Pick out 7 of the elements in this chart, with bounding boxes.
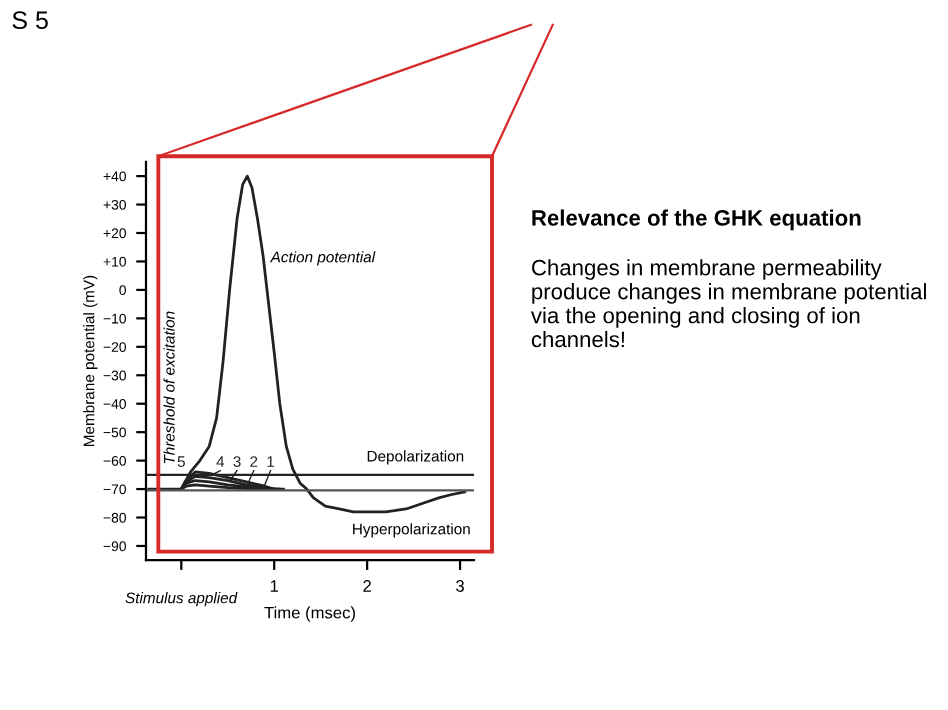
text: S 5 xyxy=(12,11,48,30)
x-axis-title: Time (msec) xyxy=(264,606,355,622)
x-tick-label: 1 xyxy=(270,580,279,592)
text: Changes in membrane permeability produce changes in membrane potential via the opening and closing of ion channels! xyxy=(530,259,926,348)
x-tick-label: 2 xyxy=(363,580,371,592)
x-tick-label: 3 xyxy=(456,580,464,592)
text: Relevance of the GHK equation xyxy=(532,209,861,231)
